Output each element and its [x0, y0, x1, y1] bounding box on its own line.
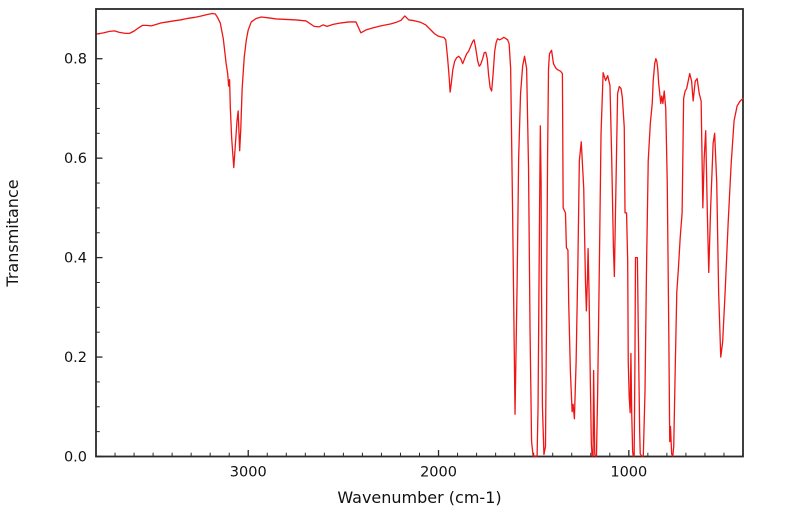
- x-tick-labels: 3000 2000 1000: [230, 465, 647, 481]
- y-tick-label: 0.0: [64, 450, 87, 466]
- x-tick-label: 1000: [610, 465, 647, 481]
- x-tick-label: 2000: [420, 465, 457, 481]
- y-tick-label: 0.8: [64, 52, 87, 68]
- y-major-ticks: [96, 58, 103, 458]
- y-tick-labels: 0.0 0.2 0.4 0.6 0.8: [64, 52, 87, 466]
- plot-frame: [95, 8, 744, 458]
- x-tick-label: 3000: [230, 465, 267, 481]
- spectrum-line: [96, 12, 744, 457]
- x-axis-label: Wavenumber (cm-1): [337, 488, 501, 507]
- y-tick-label: 0.6: [64, 151, 87, 167]
- y-axis-label: Transmitance: [3, 179, 22, 287]
- y-tick-label: 0.2: [64, 350, 87, 366]
- y-tick-label: 0.4: [64, 251, 87, 267]
- x-minor-ticks: [114, 452, 725, 457]
- x-major-ticks: [247, 450, 630, 457]
